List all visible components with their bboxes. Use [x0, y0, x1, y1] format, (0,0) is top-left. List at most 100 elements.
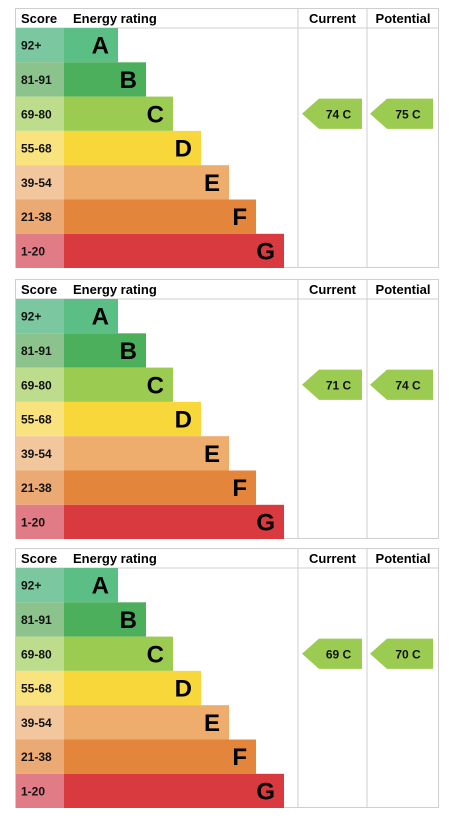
- score-cell: [16, 602, 64, 637]
- score-cell: [16, 705, 64, 740]
- band-bar: [64, 504, 284, 539]
- header-score: Score: [21, 11, 57, 26]
- band-bar: [64, 636, 173, 671]
- band-c: 69-80 C: [16, 367, 173, 402]
- band-b: 81-91 B: [16, 62, 146, 97]
- score-label: 55-68: [21, 682, 52, 696]
- band-letter: G: [256, 238, 275, 265]
- score-label: 81-91: [21, 344, 52, 358]
- score-cell: [16, 199, 64, 234]
- band-letter: F: [232, 204, 247, 231]
- band-bar: [64, 367, 173, 402]
- band-letter: G: [256, 509, 275, 536]
- current-rating: 71 C: [302, 369, 362, 400]
- band-bar: [64, 739, 256, 774]
- header-potential: Potential: [376, 11, 431, 26]
- score-cell: [16, 504, 64, 539]
- band-bar: [64, 401, 201, 437]
- potential-rating: 70 C: [370, 638, 433, 669]
- score-cell: [16, 333, 64, 368]
- current-arrow: [302, 369, 362, 400]
- potential-arrow: [370, 638, 433, 669]
- current-label: 69 C: [326, 647, 352, 661]
- band-g: 1-20 G: [16, 773, 284, 808]
- band-letter: B: [120, 607, 137, 634]
- score-cell: [16, 670, 64, 706]
- band-letter: A: [92, 304, 109, 331]
- score-label: 55-68: [21, 142, 52, 156]
- band-bar: [64, 299, 118, 334]
- band-d: 55-68 D: [16, 130, 201, 166]
- score-label: 21-38: [21, 481, 52, 495]
- score-label: 92+: [21, 579, 41, 593]
- band-letter: F: [232, 744, 247, 771]
- score-label: 69-80: [21, 647, 52, 661]
- band-bar: [64, 333, 146, 368]
- band-letter: B: [120, 67, 137, 94]
- band-letter: C: [147, 101, 164, 128]
- band-bar: [64, 199, 256, 234]
- band-c: 69-80 C: [16, 96, 173, 131]
- score-label: 92+: [21, 310, 41, 324]
- band-f: 21-38 F: [16, 470, 256, 505]
- epc-chart-1: Score Energy rating Current Potential 92+ A 81…: [15, 8, 439, 268]
- band-f: 21-38 F: [16, 199, 256, 234]
- score-cell: [16, 470, 64, 505]
- band-bar: [64, 28, 118, 63]
- score-cell: [16, 568, 64, 603]
- band-d: 55-68 D: [16, 401, 201, 437]
- score-label: 21-38: [21, 210, 52, 224]
- band-bar: [64, 165, 229, 200]
- band-a: 92+ A: [16, 28, 118, 63]
- band-d: 55-68 D: [16, 670, 201, 706]
- score-cell: [16, 28, 64, 63]
- current-arrow: [302, 638, 362, 669]
- potential-rating: 74 C: [370, 369, 433, 400]
- score-label: 1-20: [21, 244, 45, 258]
- header-potential: Potential: [376, 551, 431, 566]
- score-label: 69-80: [21, 107, 52, 121]
- score-cell: [16, 367, 64, 402]
- score-cell: [16, 233, 64, 268]
- band-letter: C: [147, 372, 164, 399]
- band-letter: E: [204, 170, 220, 197]
- potential-label: 74 C: [395, 378, 421, 392]
- current-label: 71 C: [326, 378, 352, 392]
- score-cell: [16, 636, 64, 671]
- header-energy-rating: Energy rating: [73, 282, 157, 297]
- score-label: 21-38: [21, 750, 52, 764]
- band-bar: [64, 602, 146, 637]
- score-cell: [16, 436, 64, 471]
- band-letter: E: [204, 710, 220, 737]
- header-score: Score: [21, 282, 57, 297]
- band-b: 81-91 B: [16, 333, 146, 368]
- score-cell: [16, 62, 64, 97]
- band-letter: G: [256, 778, 275, 805]
- band-g: 1-20 G: [16, 504, 284, 539]
- band-letter: E: [204, 441, 220, 468]
- band-letter: A: [92, 573, 109, 600]
- potential-arrow: [370, 369, 433, 400]
- score-label: 39-54: [21, 716, 52, 730]
- band-c: 69-80 C: [16, 636, 173, 671]
- band-e: 39-54 E: [16, 165, 229, 200]
- band-letter: C: [147, 641, 164, 668]
- potential-rating: 75 C: [370, 98, 433, 129]
- score-cell: [16, 130, 64, 166]
- band-bar: [64, 773, 284, 808]
- score-label: 92+: [21, 39, 41, 53]
- epc-chart-2: Score Energy rating Current Potential 92+ A 81…: [15, 279, 439, 539]
- band-bar: [64, 568, 118, 603]
- score-cell: [16, 739, 64, 774]
- band-bar: [64, 62, 146, 97]
- potential-label: 75 C: [395, 107, 421, 121]
- score-label: 55-68: [21, 413, 52, 427]
- band-letter: D: [175, 407, 192, 434]
- header-potential: Potential: [376, 282, 431, 297]
- current-rating: 74 C: [302, 98, 362, 129]
- band-b: 81-91 B: [16, 602, 146, 637]
- band-a: 92+ A: [16, 568, 118, 603]
- current-rating: 69 C: [302, 638, 362, 669]
